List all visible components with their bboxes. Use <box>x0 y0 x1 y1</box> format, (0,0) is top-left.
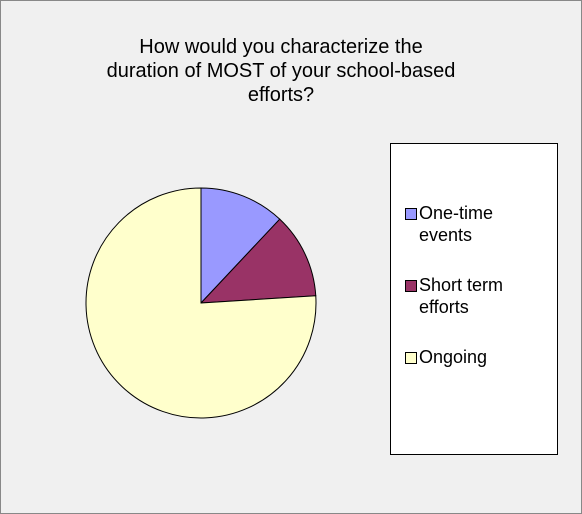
legend: One-time events Short term efforts Ongoing <box>390 143 558 455</box>
pie-slice <box>199 218 317 304</box>
chart-title: How would you characterize the duration … <box>106 36 456 106</box>
legend-label: Short term efforts <box>419 275 504 317</box>
legend-label: One-time events <box>419 203 494 245</box>
legend-item: One-time events <box>405 202 529 246</box>
legend-swatch <box>405 280 417 292</box>
pie-slice <box>85 187 317 419</box>
legend-item: Ongoing <box>405 346 529 368</box>
pie-slice <box>200 187 281 305</box>
legend-label: Ongoing <box>419 347 488 367</box>
legend-swatch <box>405 208 417 220</box>
legend-swatch <box>405 352 417 364</box>
legend-item: Short term efforts <box>405 274 529 318</box>
